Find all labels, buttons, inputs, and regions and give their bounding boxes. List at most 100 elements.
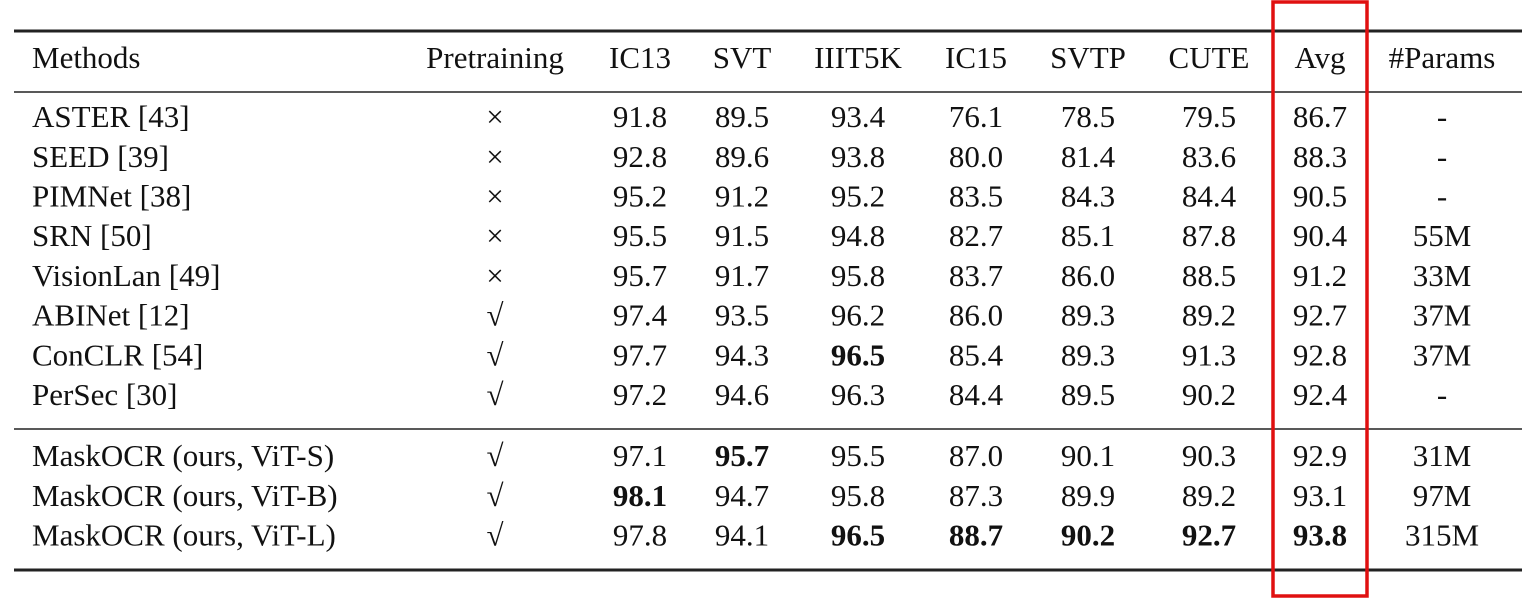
cell: IIIT5K [814, 40, 902, 75]
cell: 97.4 [613, 298, 668, 333]
cell: 87.0 [949, 438, 1003, 473]
cell: 95.7 [613, 258, 667, 293]
cell: 91.8 [613, 99, 667, 134]
cell: IC15 [945, 40, 1007, 75]
cell: 90.5 [1293, 179, 1347, 214]
cell: - [1437, 179, 1447, 214]
cell: - [1437, 99, 1447, 134]
cell: 315M [1405, 518, 1479, 553]
cell: 82.7 [949, 218, 1003, 253]
cell: 93.1 [1293, 478, 1347, 513]
cell: 93.4 [831, 99, 886, 134]
cell: 92.9 [1293, 438, 1347, 473]
row-label: ABINet [12] [32, 298, 190, 333]
cell: 96.5 [831, 518, 885, 553]
cell: 95.2 [831, 179, 885, 214]
cell: - [1437, 139, 1447, 174]
cell: 86.0 [949, 298, 1003, 333]
cell: 90.4 [1293, 218, 1348, 253]
cell: SVTP [1050, 40, 1126, 75]
cell: 88.3 [1293, 139, 1347, 174]
cell: 89.6 [715, 139, 769, 174]
cell: IC13 [609, 40, 671, 75]
cell: Avg [1294, 40, 1345, 75]
cell: 33M [1413, 258, 1472, 293]
row-label: ConCLR [54] [32, 337, 203, 372]
cell: 97.7 [613, 337, 667, 372]
cell: 90.1 [1061, 438, 1115, 473]
cell: √ [486, 438, 503, 473]
cell: Pretraining [426, 40, 564, 75]
cell: 85.4 [949, 337, 1004, 372]
cell: 88.7 [949, 518, 1003, 553]
cell: 92.8 [1293, 337, 1347, 372]
cell: 97.8 [613, 518, 667, 553]
row-label: Methods [32, 40, 141, 75]
cell: 89.5 [715, 99, 769, 134]
cell: 83.5 [949, 179, 1003, 214]
cell: 95.8 [831, 258, 885, 293]
cell: 84.4 [1182, 179, 1237, 214]
cell: 31M [1413, 438, 1472, 473]
cell: 97.2 [613, 377, 667, 412]
cell: 91.7 [715, 258, 769, 293]
cell: 84.4 [949, 377, 1004, 412]
row-label: SEED [39] [32, 139, 169, 174]
cell: CUTE [1169, 40, 1250, 75]
cell: 90.2 [1061, 518, 1115, 553]
cell: × [486, 258, 503, 293]
row-label: MaskOCR (ours, ViT-S) [32, 438, 334, 473]
cell: 92.7 [1293, 298, 1347, 333]
cell: 83.6 [1182, 139, 1236, 174]
cell: 95.5 [613, 218, 667, 253]
cell: 93.5 [715, 298, 769, 333]
cell: × [486, 139, 503, 174]
cell: 89.2 [1182, 298, 1236, 333]
cell: 91.2 [715, 179, 769, 214]
cell: SVT [713, 40, 772, 75]
cell: × [486, 179, 503, 214]
cell: 79.5 [1182, 99, 1236, 134]
cell: 89.3 [1061, 298, 1115, 333]
row-label: PIMNet [38] [32, 179, 191, 214]
cell: 55M [1413, 218, 1472, 253]
cell: 88.5 [1182, 258, 1236, 293]
cell: #Params [1389, 40, 1496, 75]
cell: 94.6 [715, 377, 769, 412]
cell: 96.5 [831, 337, 885, 372]
cell: 96.3 [831, 377, 885, 412]
cell: 93.8 [1293, 518, 1347, 553]
cell: 95.8 [831, 478, 885, 513]
cell: 86.0 [1061, 258, 1115, 293]
cell: 83.7 [949, 258, 1003, 293]
cell: × [486, 218, 503, 253]
cell: 91.5 [715, 218, 769, 253]
cell: 91.2 [1293, 258, 1347, 293]
cell: 91.3 [1182, 337, 1236, 372]
cell: 97M [1413, 478, 1472, 513]
cell: 89.5 [1061, 377, 1115, 412]
cell: 90.3 [1182, 438, 1236, 473]
row-label: PerSec [30] [32, 377, 177, 412]
row-label: SRN [50] [32, 218, 152, 253]
cell: 78.5 [1061, 99, 1115, 134]
row-label: VisionLan [49] [32, 258, 220, 293]
cell: 87.3 [949, 478, 1003, 513]
cell: - [1437, 377, 1447, 412]
cell: 89.9 [1061, 478, 1115, 513]
cell: 89.3 [1061, 337, 1115, 372]
cell: 76.1 [949, 99, 1003, 134]
cell: 87.8 [1182, 218, 1236, 253]
cell: 37M [1413, 337, 1472, 372]
cell: √ [486, 337, 503, 372]
row-label: MaskOCR (ours, ViT-B) [32, 478, 338, 513]
cell: 96.2 [831, 298, 885, 333]
cell: 86.7 [1293, 99, 1347, 134]
row-label: ASTER [43] [32, 99, 190, 134]
cell: 89.2 [1182, 478, 1236, 513]
cell: 92.4 [1293, 377, 1348, 412]
cell: 98.1 [613, 478, 667, 513]
cell: 94.3 [715, 337, 769, 372]
